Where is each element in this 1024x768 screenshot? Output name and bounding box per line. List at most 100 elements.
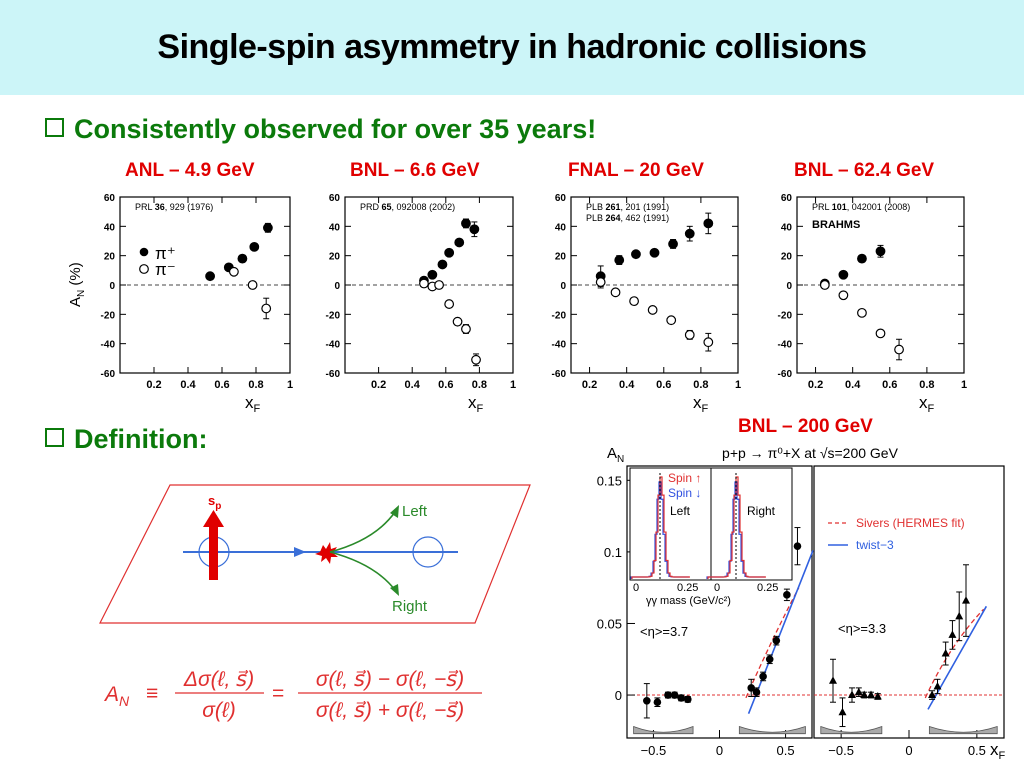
x-tick-label: 0.6 (882, 379, 897, 391)
y-tick-label: -60 (552, 369, 567, 380)
x-tick-label: 0 (905, 743, 912, 758)
pi-plus-point (205, 271, 216, 282)
slide-title: Single-spin asymmetry in hadronic collis… (157, 28, 867, 66)
y-tick-label: -20 (552, 310, 567, 321)
bullet-definition: Definition: (45, 424, 207, 455)
sivers-curve (924, 608, 985, 699)
sivers-curve (745, 587, 800, 699)
checkbox-bullet-icon (45, 118, 64, 138)
inset-right-label: Right (747, 504, 776, 518)
pi-plus-point (461, 218, 471, 229)
x-tick-label: 0.8 (693, 379, 708, 391)
pi-minus-point (261, 303, 272, 314)
pi-plus-point (684, 228, 695, 239)
data-point (793, 542, 802, 550)
inset-x-tick-label: 0.25 (677, 582, 698, 594)
an-panel-2: 60 40 20 0 -20 -40 -60 0.2 0.4 0.6 0.8 1 xF PRD 65, 0… (326, 193, 517, 415)
y-tick-label: 40 (555, 222, 567, 233)
bullet-observed-text: Consistently observed for over 35 years! (74, 114, 597, 144)
y-tick-label: 40 (104, 222, 116, 233)
x-axis-label: xF (693, 393, 709, 415)
reference-text: PRD 65, 092008 (2002) (360, 202, 455, 212)
pi-plus-point (454, 237, 465, 248)
x-tick-label: 0 (716, 743, 723, 758)
data-point (683, 695, 692, 704)
x-axis-label: xF (468, 393, 484, 415)
eta-label-right: <η>=3.3 (838, 621, 886, 636)
y-tick-label: 0 (615, 688, 622, 703)
data-point (955, 611, 964, 620)
data-point (860, 690, 869, 699)
x-tick-label: −0.5 (828, 743, 854, 758)
y-tick-label: -20 (778, 310, 793, 321)
x-tick-label: 0.6 (656, 379, 671, 391)
data-point (873, 691, 882, 700)
data-point (829, 676, 837, 684)
y-tick-label: 20 (329, 252, 341, 263)
x-tick-label: 0.2 (808, 379, 823, 391)
y-tick-label: 60 (104, 193, 116, 204)
systematic-band (928, 725, 998, 735)
x-axis-label: xF (990, 740, 1006, 762)
data-point (653, 698, 662, 707)
data-point (962, 596, 970, 604)
pi-minus-point (452, 316, 463, 327)
x-tick-label: 0.2 (582, 379, 597, 391)
x-axis-label: xF (919, 393, 935, 415)
data-point (747, 684, 756, 692)
data-point (677, 694, 685, 702)
checkbox-bullet-icon (45, 428, 64, 448)
pi-minus-point (703, 337, 714, 348)
x-tick-label: 0.5 (968, 743, 986, 758)
y-axis-label: AN (607, 445, 624, 465)
pi-plus-point (614, 255, 625, 265)
y-tick-label: 0.15 (597, 473, 622, 488)
y-tick-label: 0 (560, 281, 566, 292)
data-point (928, 690, 937, 699)
y-tick-label: 40 (329, 222, 341, 233)
y-tick-label: -60 (101, 369, 116, 380)
pi-plus-point (437, 259, 448, 270)
inset-legend-spin-up: Spin ↑ (668, 471, 701, 485)
pi-minus-point (894, 344, 904, 355)
x-tick-label: 0.2 (371, 379, 386, 391)
x-tick-label: 0.4 (845, 379, 861, 391)
data-point (783, 591, 791, 599)
pi-plus-point (838, 269, 849, 280)
pi-plus-point (857, 253, 867, 264)
y-tick-label: 0.1 (604, 545, 622, 560)
pi-minus-point (228, 266, 239, 277)
data-point (772, 636, 781, 645)
data-point (765, 655, 774, 664)
pi-minus-point (838, 290, 849, 301)
pi-minus-point (434, 280, 444, 290)
pi-minus-point (857, 307, 867, 318)
pi-plus-point (263, 222, 273, 233)
y-tick-label: -60 (778, 369, 793, 380)
x-tick-label: 1 (961, 379, 967, 391)
x-tick-label: 1 (287, 379, 293, 391)
y-tick-label: -60 (326, 369, 341, 380)
data-point (670, 691, 679, 699)
x-tick-label: −0.5 (641, 743, 667, 758)
pi-plus-point (668, 239, 678, 249)
reference-text: PLB 264, 462 (1991) (586, 213, 669, 223)
twist3-curve (747, 550, 814, 714)
pi-minus-point (444, 299, 455, 309)
data-point (933, 681, 942, 690)
inset-x-label: γγ mass (GeV/c²) (646, 595, 731, 607)
systematic-band (820, 725, 883, 735)
data-point (854, 687, 863, 696)
y-tick-label: -40 (326, 340, 341, 351)
an-panel-200gev: 0.15 0.1 0.05 0 AN p+p → π⁰+X at √s=200 GeV −0… (597, 445, 1006, 762)
data-point (759, 672, 767, 681)
pi-minus-point (419, 278, 429, 289)
y-tick-label: 20 (555, 252, 567, 263)
systematic-band (738, 725, 806, 735)
pi-plus-point (631, 249, 641, 260)
pi-minus-point (647, 305, 658, 315)
pi-minus-point (629, 296, 639, 307)
eta-label-left: <η>=3.7 (640, 624, 688, 639)
y-tick-label: 60 (329, 193, 341, 204)
